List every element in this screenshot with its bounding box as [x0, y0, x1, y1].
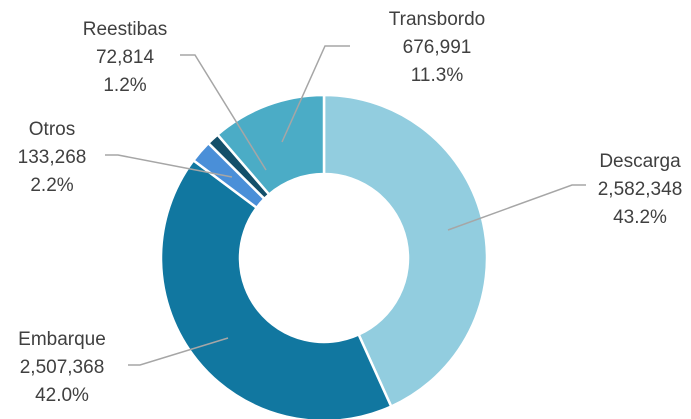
label-percent: 42.0% — [35, 385, 89, 406]
slice — [159, 158, 393, 419]
label-name: Descarga — [599, 151, 681, 172]
label-value: 676,991 — [403, 37, 472, 58]
leader-line — [281, 45, 350, 143]
label-percent: 11.3% — [411, 65, 464, 86]
data-label: Transbordo 676,991 11.3% — [389, 9, 485, 86]
slice — [215, 93, 326, 197]
label-value: 2,582,348 — [598, 179, 683, 200]
label-name: Otros — [29, 119, 75, 140]
data-label: Embarque 2,507,368 42.0% — [18, 329, 106, 406]
label-percent: 1.2% — [103, 75, 146, 96]
label-name: Reestibas — [83, 19, 168, 40]
label-value: 133,268 — [18, 147, 87, 168]
label-value: 72,814 — [96, 47, 155, 68]
data-label: Otros 133,268 2.2% — [18, 119, 87, 196]
leader-line — [128, 337, 229, 366]
label-percent: 2.2% — [30, 175, 73, 196]
label-name: Transbordo — [389, 9, 485, 30]
leader-line — [447, 184, 586, 231]
slice — [322, 93, 489, 409]
label-percent: 43.2% — [613, 207, 667, 228]
data-label: Descarga 2,582,348 43.2% — [598, 151, 683, 228]
leader-line — [105, 154, 233, 178]
label-name: Embarque — [18, 329, 106, 350]
leader-line — [180, 54, 267, 171]
data-label: Reestibas 72,814 1.2% — [83, 19, 168, 96]
label-value: 2,507,368 — [20, 357, 105, 378]
